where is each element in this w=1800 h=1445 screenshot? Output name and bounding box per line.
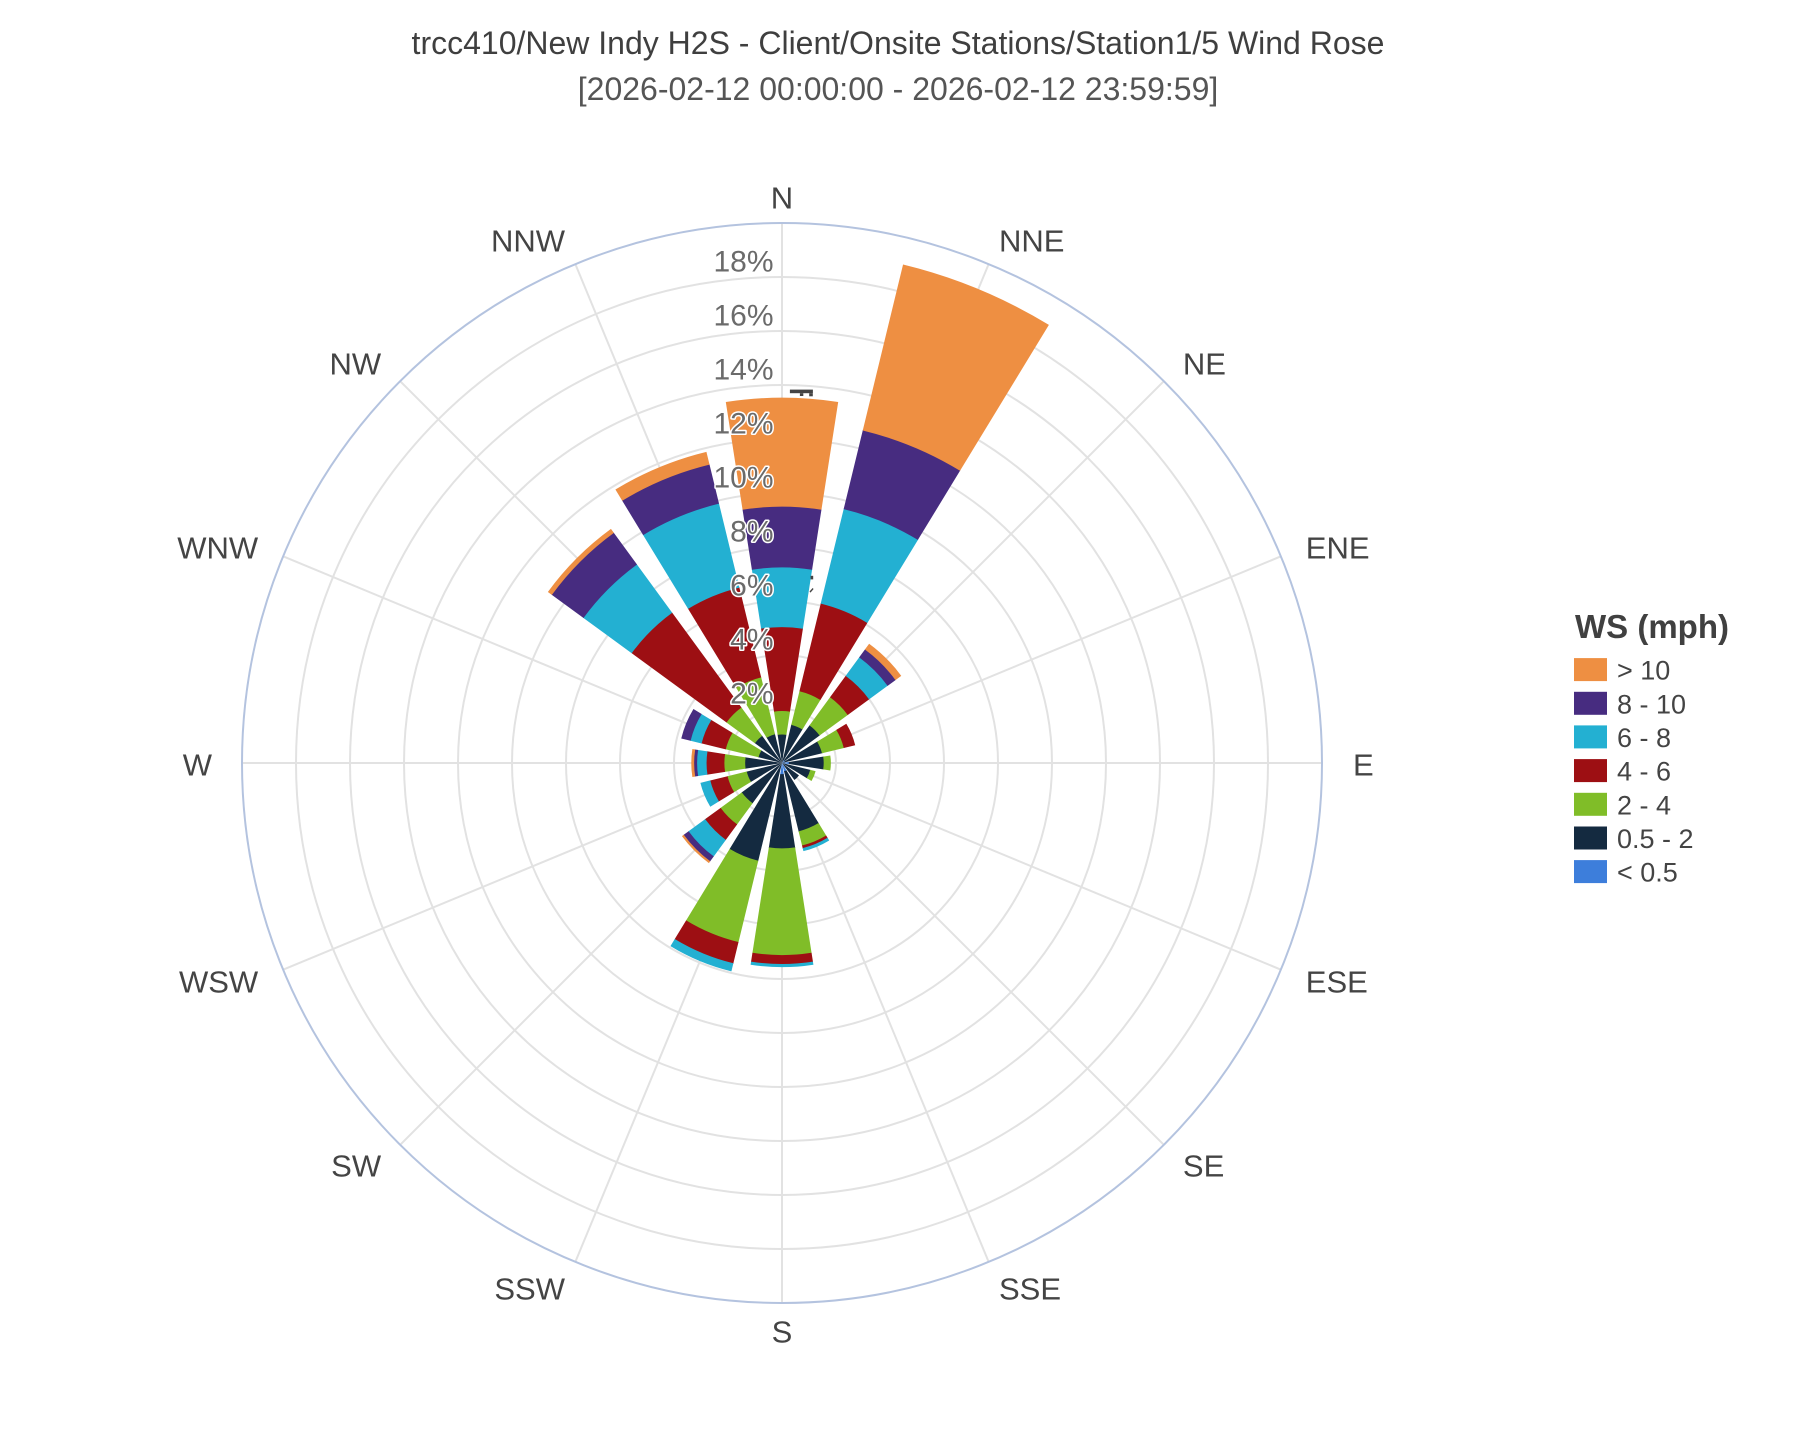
svg-text:trcc410/New Indy H2S - Client/: trcc410/New Indy H2S - Client/Onsite Sta… <box>412 25 1385 61</box>
svg-text:8%: 8% <box>730 516 773 549</box>
svg-text:NNW: NNW <box>491 224 566 259</box>
svg-text:12%: 12% <box>713 408 773 441</box>
svg-text:SSE: SSE <box>999 1271 1061 1306</box>
svg-text:[2026-02-12 00:00:00 - 2026-02: [2026-02-12 00:00:00 - 2026-02-12 23:59:… <box>578 71 1219 107</box>
svg-text:8 - 10: 8 - 10 <box>1617 689 1686 719</box>
svg-text:16%: 16% <box>713 300 773 333</box>
svg-text:W: W <box>183 748 213 783</box>
svg-text:< 0.5: < 0.5 <box>1617 858 1678 888</box>
svg-text:> 10: > 10 <box>1617 656 1670 686</box>
svg-text:6 - 8: 6 - 8 <box>1617 723 1671 753</box>
svg-text:6%: 6% <box>730 570 773 603</box>
svg-text:ESE: ESE <box>1306 965 1368 1000</box>
svg-text:SSW: SSW <box>494 1271 565 1306</box>
svg-text:4 - 6: 4 - 6 <box>1617 757 1671 787</box>
svg-text:E: E <box>1353 748 1374 783</box>
svg-text:S: S <box>772 1315 793 1350</box>
svg-text:10%: 10% <box>713 462 773 495</box>
svg-text:14%: 14% <box>713 354 773 387</box>
svg-text:WS (mph): WS (mph) <box>1575 608 1729 645</box>
svg-text:ENE: ENE <box>1306 531 1370 566</box>
svg-text:SE: SE <box>1183 1148 1224 1183</box>
svg-text:N: N <box>771 181 793 216</box>
svg-text:0.5 - 2: 0.5 - 2 <box>1617 824 1694 854</box>
svg-text:4%: 4% <box>730 624 773 657</box>
svg-text:NE: NE <box>1183 347 1226 382</box>
svg-text:18%: 18% <box>713 246 773 279</box>
svg-text:NW: NW <box>329 347 381 382</box>
svg-text:2%: 2% <box>730 678 773 711</box>
svg-text:WSW: WSW <box>179 965 259 1000</box>
svg-text:2 - 4: 2 - 4 <box>1617 790 1671 820</box>
svg-text:NNE: NNE <box>999 224 1064 259</box>
svg-text:SW: SW <box>331 1148 382 1183</box>
svg-text:WNW: WNW <box>177 531 259 566</box>
